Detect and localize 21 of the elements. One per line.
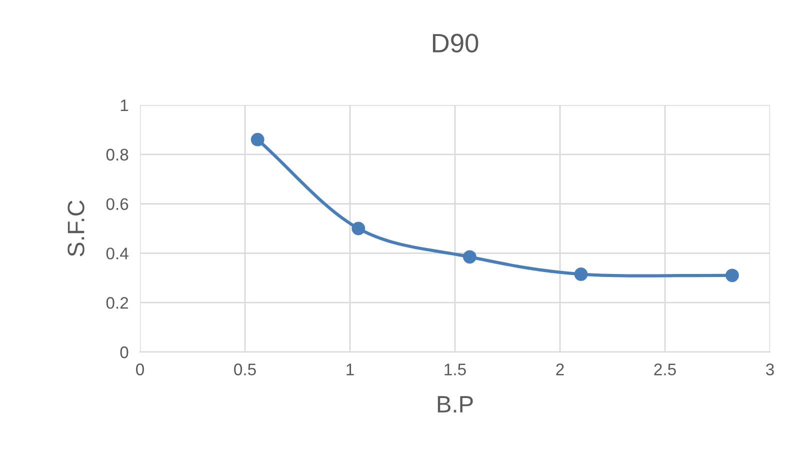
y-tick-label: 0.2 [106, 297, 128, 309]
y-tick-label: 0.8 [106, 148, 128, 161]
y-tick-label: 0 [120, 346, 128, 358]
x-axis-title: B.P [438, 396, 473, 412]
x-tick-label: 1.5 [444, 364, 466, 376]
y-tick-label: 1 [120, 100, 128, 112]
y-axis-title: S.F.C [68, 200, 84, 256]
y-tick-label: 0.6 [106, 198, 128, 210]
x-tick-label: 0.5 [234, 364, 256, 376]
chart-title: D90 [432, 34, 478, 52]
point [250, 132, 264, 146]
x-tick-label: 0 [136, 364, 144, 376]
point [725, 268, 739, 282]
x-tick-label: 2 [556, 364, 564, 376]
point [352, 222, 366, 236]
x-tick-label: 2.5 [654, 364, 676, 376]
point [462, 250, 476, 264]
x-tick-label: 3 [766, 364, 774, 376]
point [574, 267, 588, 281]
x-tick-label: 1 [346, 364, 354, 376]
y-tick-label: 0.4 [106, 248, 128, 260]
